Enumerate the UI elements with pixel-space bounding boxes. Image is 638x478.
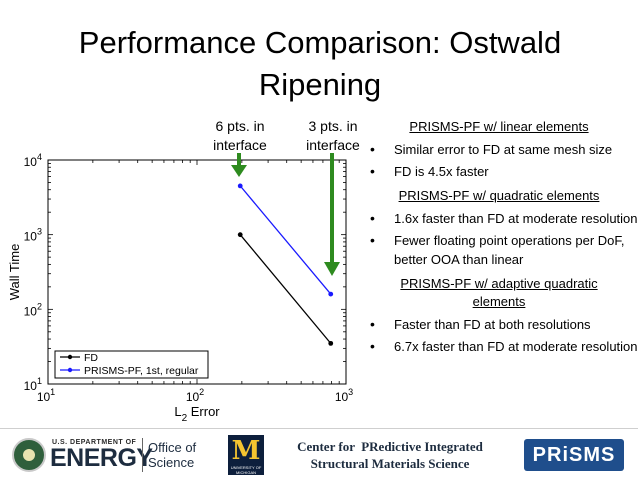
umich-logo: M UNIVERSITY OF MICHIGAN xyxy=(228,435,264,475)
quadratic-section-title: PRISMS-PF w/ quadratic elements xyxy=(398,188,600,203)
doe-seal-icon xyxy=(12,438,46,472)
doe-dept-text: U.S. DEPARTMENT OF xyxy=(52,439,137,446)
x-axis-label-rest: Error xyxy=(187,404,220,419)
plot-frame xyxy=(47,159,347,385)
arrow-6pts-head xyxy=(231,165,247,177)
series-line-0 xyxy=(239,234,332,344)
x-tick-label: 103 xyxy=(335,387,353,404)
doe-separator xyxy=(142,438,143,472)
footer: U.S. DEPARTMENT OF ENERGY Office of Scie… xyxy=(0,430,638,478)
data-point-1 xyxy=(328,291,334,297)
data-point-0 xyxy=(237,232,243,238)
x-tick-label: 102 xyxy=(186,387,204,404)
annotation-6pts: 6 pts. in interface xyxy=(200,117,280,155)
x-tick-label-base: 10 xyxy=(37,390,51,404)
linear-section-title: PRISMS-PF w/ linear elements xyxy=(409,119,589,134)
legend-marker-fd xyxy=(67,354,73,360)
adaptive-section-title: PRISMS-PF w/ adaptive quadratic elements xyxy=(400,276,598,309)
y-tick-label-base: 10 xyxy=(24,155,38,169)
umich-text: UNIVERSITY OF MICHIGAN xyxy=(230,465,262,475)
slide-title-line2: Ripening xyxy=(258,67,382,102)
legend-marker-prisms xyxy=(67,367,73,373)
y-tick-label-base: 10 xyxy=(24,379,38,393)
x-tick-label-base: 10 xyxy=(335,390,349,404)
y-tick-label-base: 10 xyxy=(24,230,38,244)
x-tick-label-exp: 1 xyxy=(50,387,55,397)
y-tick-label-exp: 2 xyxy=(37,301,42,311)
x-axis-label-main: L xyxy=(174,404,181,419)
list-item: Similar error to FD at same mesh size xyxy=(360,140,638,159)
doe-office-text: Office of Science xyxy=(148,440,197,470)
series-line-1 xyxy=(239,185,332,295)
annotation-3pts: 3 pts. in interface xyxy=(293,117,373,155)
legend-box xyxy=(54,350,209,379)
series-points xyxy=(237,183,334,346)
legend-label-fd: FD xyxy=(84,352,98,364)
y-tick-label-base: 10 xyxy=(24,304,38,318)
arrow-3pts-head xyxy=(324,262,340,276)
umich-letter: M xyxy=(231,436,261,466)
y-tick-label: 104 xyxy=(24,152,42,169)
x-tick-label-base: 10 xyxy=(186,390,200,404)
arrow-6pts xyxy=(231,153,247,177)
list-item: Fewer floating point operations per DoF,… xyxy=(360,231,638,269)
adaptive-list: Faster than FD at both resolutions 6.7x … xyxy=(360,315,638,356)
prisms-logo: PRiSMS xyxy=(524,439,624,471)
data-point-0 xyxy=(328,340,334,346)
annotation-6pts-line2: interface xyxy=(213,137,267,153)
annotation-6pts-line1: 6 pts. in xyxy=(215,118,265,134)
y-tick-label-exp: 4 xyxy=(37,152,42,162)
x-tick-label-exp: 3 xyxy=(348,387,353,397)
y-tick-label: 102 xyxy=(24,301,42,318)
arrow-3pts xyxy=(324,153,340,276)
x-axis-label-sub: 2 xyxy=(182,413,188,424)
annotation-3pts-line1: 3 pts. in xyxy=(308,118,358,134)
center-name: Center for PRedictive Integrated Structu… xyxy=(280,438,500,472)
x-axis-label: L2 Error xyxy=(174,404,220,424)
list-item: 6.7x faster than FD at moderate resoluti… xyxy=(360,337,638,356)
x-tick-label-exp: 2 xyxy=(199,387,204,397)
list-item: FD is 4.5x faster xyxy=(360,162,638,181)
y-tick-label: 101 xyxy=(24,376,42,393)
axis-ticks xyxy=(47,160,346,385)
doe-energy-text: ENERGY xyxy=(50,444,153,472)
linear-list: Similar error to FD at same mesh size FD… xyxy=(360,140,638,181)
y-tick-label-exp: 3 xyxy=(37,227,42,237)
series-lines xyxy=(239,185,332,344)
footer-divider xyxy=(0,428,638,429)
y-tick-label-exp: 1 xyxy=(37,376,42,386)
center-name-line2: Structural Materials Science xyxy=(310,456,470,471)
data-point-1 xyxy=(237,183,243,189)
slide-title-line1: Performance Comparison: Ostwald xyxy=(78,25,562,60)
legend: FD PRISMS-PF, 1st, regular xyxy=(54,350,209,379)
list-item: 1.6x faster than FD at moderate resoluti… xyxy=(360,209,638,228)
y-axis-label: Wall Time xyxy=(7,244,22,301)
center-name-line1: Center for PRedictive Integrated xyxy=(297,439,483,454)
x-tick-label: 101 xyxy=(37,387,55,404)
slide-title: Performance Comparison: Ostwald Ripening xyxy=(30,22,610,106)
list-item: Faster than FD at both resolutions xyxy=(360,315,638,334)
quadratic-list: 1.6x faster than FD at moderate resoluti… xyxy=(360,209,638,269)
notes-panel: PRISMS-PF w/ linear elements Similar err… xyxy=(360,118,638,362)
legend-label-prisms: PRISMS-PF, 1st, regular xyxy=(84,365,199,377)
y-tick-label: 103 xyxy=(24,227,42,244)
annotation-3pts-line2: interface xyxy=(306,137,360,153)
